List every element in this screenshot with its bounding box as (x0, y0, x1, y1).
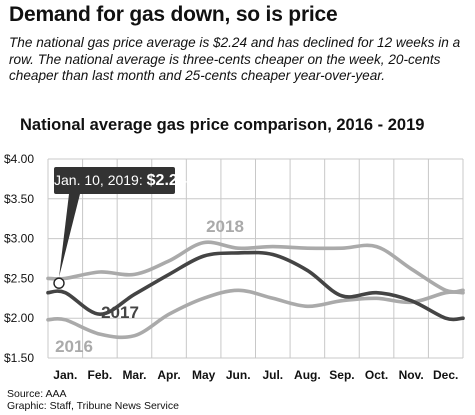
series-label-2018: 2018 (206, 217, 244, 236)
series-label-2017: 2017 (101, 303, 139, 322)
x-tick-label: Jun. (226, 368, 251, 382)
x-tick-label: Aug. (294, 368, 321, 382)
x-tick-label: Sep. (329, 368, 354, 382)
x-tick-label: Feb. (88, 368, 113, 382)
y-tick-label: $3.50 (4, 192, 34, 206)
source-text: Source: AAA (7, 388, 67, 400)
series-labels: 2016 2017 2018 (55, 217, 244, 356)
subtitle: The national gas price average is $2.24 … (9, 35, 461, 83)
headline: Demand for gas down, so is price (9, 3, 338, 26)
y-tick-label: $2.50 (4, 271, 34, 285)
series-line-2018 (46, 240, 465, 294)
annotation (53, 194, 80, 289)
x-axis-labels: Jan. Feb. Mar. Apr. May Jun. Jul. Aug. Sep. Oct. N… (53, 368, 458, 382)
x-tick-label: Mar. (122, 368, 146, 382)
credit-text: Graphic: Staff, Tribune News Service (7, 400, 179, 412)
x-tick-label: Oct. (365, 368, 388, 382)
x-tick-label: Dec. (433, 368, 458, 382)
x-tick-label: Jul. (262, 368, 283, 382)
series-line-2016 (46, 288, 465, 340)
callout-box: Jan. 10, 2019: $2.24 (54, 167, 187, 194)
source-credit: Source: AAA Graphic: Staff, Tribune News… (7, 388, 179, 412)
y-axis-labels: $1.50 $2.00 $2.50 $3.00 $3.50 $4.00 (4, 152, 34, 365)
x-tick-label: Nov. (399, 368, 424, 382)
y-tick-label: $2.00 (4, 311, 34, 325)
x-tick-label: Apr. (157, 368, 180, 382)
chart-title: National average gas price comparison, 2… (20, 116, 425, 134)
annotation-point (53, 277, 65, 289)
y-tick-label: $4.00 (4, 152, 34, 166)
series-lines (46, 240, 465, 340)
series-line-2017 (46, 250, 465, 322)
callout-date: Jan. 10, 2019: (54, 172, 147, 188)
x-tick-label: May (192, 368, 216, 382)
y-tick-label: $1.50 (4, 351, 34, 365)
callout-pointer (59, 194, 80, 278)
y-tick-label: $3.00 (4, 232, 34, 246)
x-tick-label: Jan. (53, 368, 77, 382)
series-label-2016: 2016 (55, 337, 93, 356)
callout-value: $2.24 (146, 172, 187, 189)
